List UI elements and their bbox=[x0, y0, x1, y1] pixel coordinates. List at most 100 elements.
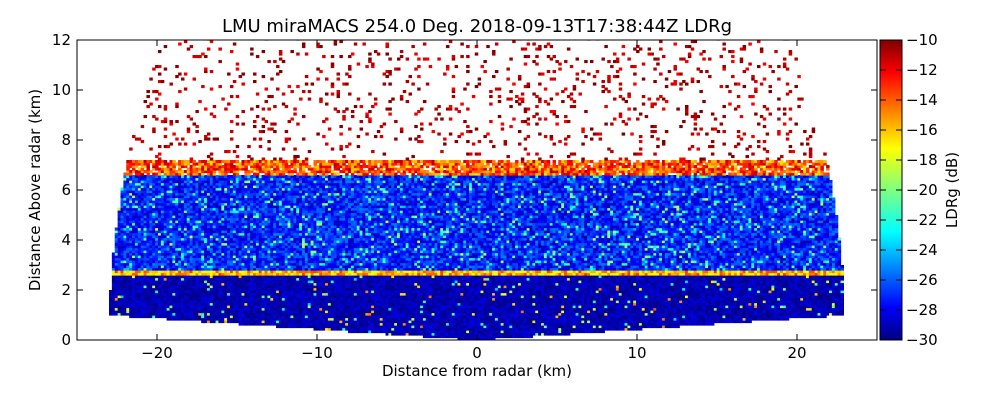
ldr-cell bbox=[471, 315, 476, 319]
ldr-cell bbox=[359, 317, 364, 321]
ldr-cell bbox=[512, 335, 516, 339]
ldr-cell bbox=[322, 325, 326, 329]
ldr-cell bbox=[192, 317, 196, 321]
ldr-cell bbox=[319, 312, 323, 316]
ldr-cell bbox=[673, 307, 677, 311]
ldr-cell bbox=[575, 317, 580, 321]
ldr-cell bbox=[713, 305, 718, 309]
ldr-cell bbox=[500, 320, 505, 324]
ldr-cell bbox=[661, 322, 666, 326]
ldr-cell bbox=[713, 310, 718, 314]
ldr-cell bbox=[454, 332, 459, 336]
ldr-cell bbox=[826, 310, 830, 314]
ldr-cell bbox=[296, 320, 300, 324]
ldr-cell bbox=[500, 312, 505, 316]
ldr-cell bbox=[480, 330, 484, 334]
ldr-cell bbox=[428, 315, 433, 319]
ldr-cell bbox=[255, 320, 260, 324]
ldr-cell bbox=[543, 322, 548, 326]
ldr-cell bbox=[661, 305, 666, 309]
ldr-cell bbox=[267, 322, 271, 326]
ldr-cell bbox=[520, 312, 525, 316]
ldr-cell bbox=[480, 305, 484, 309]
ldr-cell bbox=[523, 332, 528, 336]
ldr-cell bbox=[682, 307, 686, 311]
ldr-cell bbox=[538, 307, 542, 311]
ldr-cell bbox=[765, 307, 770, 311]
ldr-cell bbox=[587, 305, 591, 309]
ldr-cell bbox=[244, 317, 248, 321]
ldr-cell bbox=[774, 317, 778, 321]
ldr-cell bbox=[253, 302, 257, 306]
ldr-cell bbox=[811, 312, 816, 316]
ldr-cell bbox=[253, 307, 257, 311]
ldr-cell bbox=[391, 302, 395, 306]
ldr-cell bbox=[520, 327, 525, 331]
ldr-cell bbox=[440, 332, 444, 336]
ldr-cell bbox=[391, 310, 395, 314]
ldr-cell bbox=[604, 322, 608, 326]
ldr-cell bbox=[258, 310, 263, 314]
ldr-cell bbox=[823, 307, 827, 311]
ldr-cell bbox=[445, 302, 450, 306]
ldr-cell bbox=[831, 310, 836, 314]
ldr-cell bbox=[592, 330, 597, 334]
ldr-cell bbox=[831, 307, 836, 311]
ldr-cell bbox=[183, 307, 188, 311]
ldr-cell bbox=[739, 305, 744, 309]
ldr-cell bbox=[627, 305, 631, 309]
ldr-cell bbox=[673, 310, 677, 314]
ldr-cell bbox=[316, 315, 320, 319]
ldr-cell bbox=[394, 322, 398, 326]
ldr-cell bbox=[466, 320, 470, 324]
ldr-cell bbox=[313, 305, 317, 309]
ldr-cell bbox=[267, 312, 271, 316]
ldr-cell bbox=[690, 310, 695, 314]
ldr-cell bbox=[350, 320, 355, 324]
ldr-cell bbox=[523, 322, 528, 326]
ldr-cell bbox=[336, 317, 340, 321]
ldr-cell bbox=[785, 312, 790, 316]
ldr-cell bbox=[137, 310, 142, 314]
ldr-cell bbox=[434, 330, 438, 334]
ldr-cell bbox=[771, 310, 775, 314]
ldr-cell bbox=[371, 307, 375, 311]
ldr-cell bbox=[673, 325, 677, 329]
ldr-cell bbox=[722, 307, 726, 311]
ldr-cell bbox=[434, 315, 438, 319]
ldr-cell bbox=[379, 325, 384, 329]
ldr-cell bbox=[310, 317, 315, 321]
ldr-cell bbox=[402, 327, 407, 331]
ldr-cell bbox=[659, 320, 663, 324]
ldr-cell bbox=[371, 327, 375, 331]
ldr-cell bbox=[785, 310, 790, 314]
ldr-cell bbox=[589, 305, 594, 309]
ldr-cell bbox=[618, 325, 623, 329]
ldr-cell bbox=[178, 307, 182, 311]
ldr-cell bbox=[584, 315, 588, 319]
ldr-cell bbox=[405, 310, 410, 314]
ldr-cell bbox=[607, 327, 611, 331]
ldr-cell bbox=[503, 330, 508, 334]
ldr-cell bbox=[431, 320, 436, 324]
ldr-cell bbox=[506, 322, 510, 326]
ldr-cell bbox=[382, 322, 387, 326]
ldr-cell bbox=[538, 312, 542, 316]
ldr-cell bbox=[633, 310, 637, 314]
ldr-cell bbox=[382, 307, 387, 311]
ldr-cell bbox=[805, 305, 810, 309]
ldr-cell bbox=[500, 335, 505, 339]
ldr-cell bbox=[768, 315, 772, 319]
ldr-cell bbox=[641, 310, 646, 314]
ldr-cell bbox=[437, 322, 441, 326]
ldr-cell bbox=[497, 317, 502, 321]
ldr-cell bbox=[428, 317, 433, 321]
ldr-cell bbox=[768, 307, 772, 311]
ldr-cell bbox=[624, 310, 628, 314]
ldr-cell bbox=[405, 330, 410, 334]
ldr-cell bbox=[587, 330, 591, 334]
ldr-cell bbox=[319, 317, 323, 321]
ldr-cell bbox=[549, 317, 554, 321]
ldr-cell bbox=[129, 312, 133, 316]
ldr-cell bbox=[175, 312, 179, 316]
